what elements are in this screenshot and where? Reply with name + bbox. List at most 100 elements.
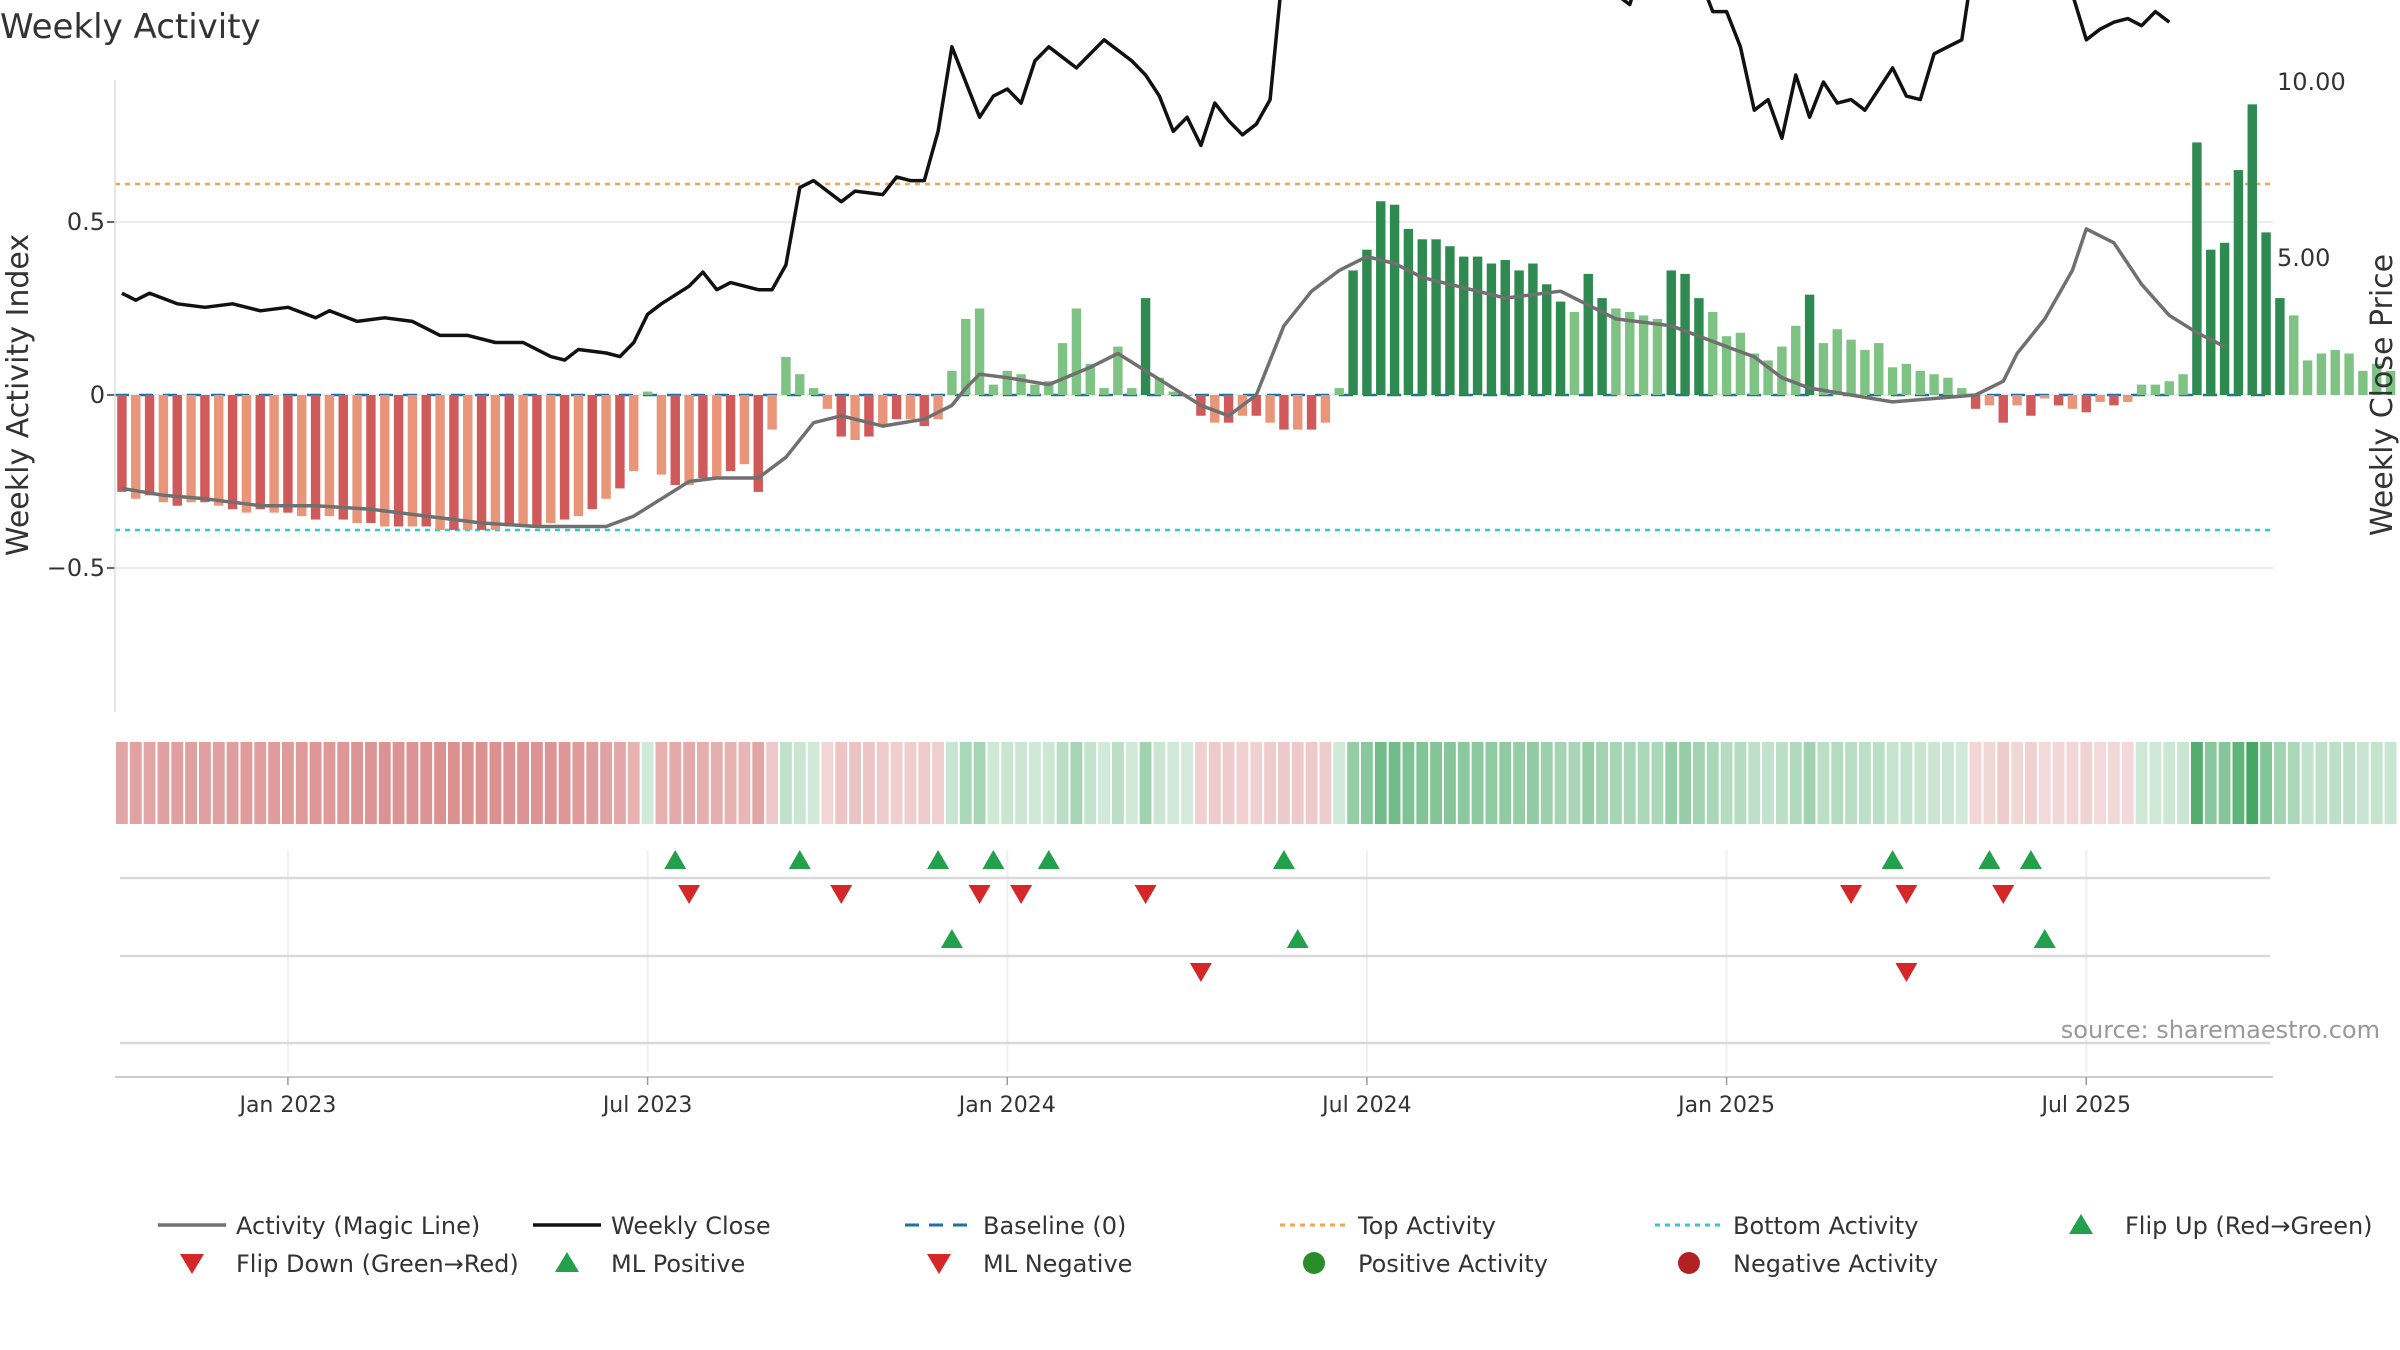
- signal-markers: [120, 850, 2270, 1045]
- heat-strip-cell: [2094, 742, 2106, 824]
- activity-bar: [2233, 170, 2244, 395]
- activity-bar: [1223, 395, 1234, 423]
- activity-bar: [1376, 201, 1386, 395]
- activity-bar: [1749, 353, 1759, 395]
- heat-strip-cell: [697, 742, 709, 824]
- ml-negative-marker: [1895, 963, 1918, 982]
- heat-strip-cell: [1499, 742, 1512, 824]
- legend-symbol-triangle-up: [2069, 1214, 2093, 1234]
- activity-bar: [1362, 249, 1372, 395]
- heat-strip-cell: [973, 742, 986, 824]
- activity-bar: [352, 395, 362, 524]
- heat-strip-cell: [2357, 742, 2369, 824]
- heat-strip-cell: [2260, 742, 2272, 824]
- heat-strip-cell: [1762, 742, 1774, 824]
- activity-bar: [753, 395, 763, 492]
- heat-strip-cell: [2343, 742, 2355, 824]
- activity-bar: [435, 395, 445, 530]
- heat-strip-cell: [793, 742, 806, 824]
- heat-strip-cell: [1803, 742, 1816, 824]
- activity-bar: [421, 395, 431, 527]
- heat-strip-cell: [1319, 742, 1332, 824]
- activity-bar: [656, 395, 667, 475]
- heat-strip-cell: [1983, 742, 1996, 824]
- activity-bar: [2026, 395, 2036, 416]
- activity-bar: [1818, 343, 1829, 395]
- heat-strip-cell: [2274, 742, 2286, 824]
- heat-strip-cell: [1651, 742, 1664, 824]
- activity-bar: [2040, 395, 2050, 399]
- activity-bar: [808, 388, 819, 395]
- heat-strip-cell: [1305, 742, 1318, 824]
- activity-bar: [2081, 395, 2091, 413]
- x-tick-label: Jan 2025: [1676, 1093, 1775, 1118]
- legend-label: ML Negative: [983, 1250, 1132, 1278]
- heat-strip-cell: [2204, 742, 2217, 824]
- ml-negative-marker: [1189, 963, 1212, 982]
- activity-bar: [117, 395, 127, 492]
- activity-bar: [1569, 311, 1580, 395]
- grid-layer: [115, 221, 2273, 1072]
- activity-bar: [172, 395, 182, 506]
- heat-strip-cell: [1969, 742, 1982, 824]
- heat-strip-cell: [2011, 742, 2023, 824]
- heat-strip-cell: [1706, 742, 1719, 824]
- heat-strip-cell: [710, 742, 723, 824]
- flip-down-marker: [1010, 885, 1033, 904]
- activity-bar: [1625, 311, 1635, 395]
- activity-bar: [158, 395, 169, 503]
- activity-bar: [1099, 388, 1109, 395]
- heat-strip-cell: [1872, 742, 1885, 824]
- activity-bar: [518, 395, 528, 527]
- heat-strip-cell: [1637, 742, 1650, 824]
- heat-strip-cell: [1720, 742, 1733, 824]
- heat-strip-cell: [268, 742, 280, 824]
- y-left-axis-title: Weekly Activity Index: [1, 234, 36, 556]
- activity-bar: [2385, 370, 2396, 395]
- activity-bars: [117, 104, 2396, 530]
- activity-bar: [449, 395, 459, 530]
- heat-strip-cell: [821, 742, 834, 824]
- heat-strip-cell: [1748, 742, 1761, 824]
- activity-bar: [2206, 249, 2216, 395]
- activity-bar: [739, 395, 750, 465]
- activity-bar: [1030, 384, 1040, 395]
- heat-strip-cell: [1139, 742, 1152, 824]
- legend-symbol-triangle-down: [180, 1254, 204, 1274]
- heat-strip-cell: [669, 742, 682, 824]
- x-axis: Jan 2023 Jul 2023 Jan 2024 Jul 2024 Jan 2025…: [115, 1076, 2273, 1118]
- heat-strip-cell: [1789, 742, 1802, 824]
- heat-strip-cell: [503, 742, 516, 824]
- heat-strip-cell: [1900, 742, 1913, 824]
- heat-strip-cell: [2066, 742, 2079, 824]
- heat-strip-cell: [1361, 742, 1373, 824]
- activity-bar: [1708, 311, 1718, 395]
- heat-strip-cell: [378, 742, 391, 824]
- activity-bar: [684, 395, 694, 485]
- activity-bar: [490, 395, 501, 530]
- flip-up-marker: [1881, 850, 1904, 869]
- heat-strip-cell: [199, 742, 211, 824]
- heat-strip-cell: [1001, 742, 1014, 824]
- flip-up-marker: [1272, 850, 1295, 869]
- legend-label: Positive Activity: [1358, 1250, 1548, 1278]
- activity-bar: [1583, 273, 1593, 395]
- activity-bar: [1044, 381, 1054, 395]
- heat-strip-cell: [531, 742, 543, 824]
- heat-strip-cell: [2191, 742, 2203, 824]
- activity-bar: [601, 395, 611, 499]
- heat-strip-cell: [1540, 742, 1553, 824]
- activity-bar: [2358, 370, 2368, 395]
- heat-strip-cell: [1236, 742, 1249, 824]
- heat-strip-cell: [987, 742, 1000, 824]
- activity-bar: [1555, 301, 1566, 395]
- x-tick-label: Jul 2024: [1320, 1093, 1412, 1118]
- activity-bar: [1389, 204, 1400, 395]
- heat-strip-cell: [558, 742, 571, 824]
- heat-strip-cell: [1942, 742, 1954, 824]
- activity-bar: [988, 384, 999, 395]
- legend-label: Baseline (0): [983, 1212, 1126, 1240]
- activity-bar: [532, 395, 542, 527]
- activity-bar: [1320, 395, 1331, 423]
- activity-bar: [1528, 263, 1538, 395]
